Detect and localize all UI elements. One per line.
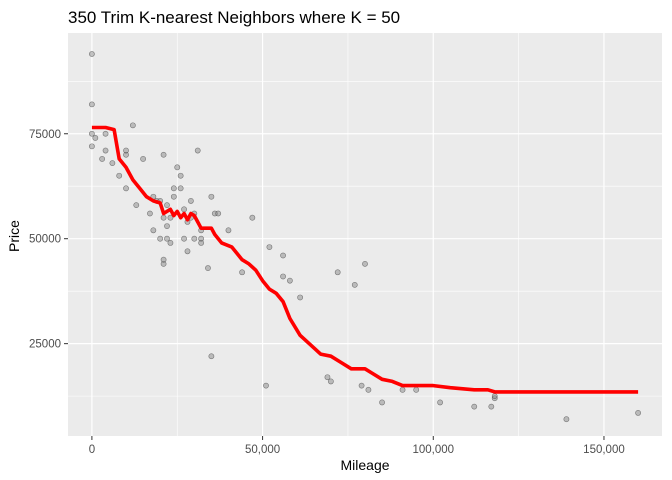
x-tick-label: 50,000 bbox=[245, 444, 280, 456]
data-point bbox=[280, 252, 286, 259]
data-point bbox=[157, 235, 164, 242]
data-point bbox=[140, 156, 147, 162]
data-point bbox=[133, 202, 140, 209]
data-point bbox=[208, 193, 215, 200]
data-point bbox=[198, 235, 205, 242]
data-point bbox=[286, 277, 293, 284]
data-point bbox=[194, 147, 201, 154]
data-point bbox=[160, 260, 167, 267]
data-point bbox=[123, 147, 129, 154]
data-point bbox=[184, 248, 191, 255]
data-point bbox=[181, 206, 187, 213]
data-point bbox=[123, 151, 129, 158]
data-point bbox=[170, 193, 177, 200]
y-tick-label: 50000 bbox=[29, 234, 61, 246]
data-point bbox=[263, 382, 269, 389]
data-point bbox=[297, 294, 304, 301]
data-point bbox=[215, 210, 222, 217]
data-point bbox=[437, 399, 444, 406]
data-point bbox=[205, 265, 211, 271]
x-axis-title: Mileage bbox=[340, 457, 389, 473]
data-point bbox=[379, 399, 385, 406]
data-point bbox=[198, 239, 205, 246]
data-point bbox=[177, 172, 184, 179]
data-point bbox=[327, 378, 334, 385]
data-point bbox=[160, 256, 167, 263]
data-point bbox=[488, 403, 495, 410]
plot-panel bbox=[68, 33, 662, 436]
data-point bbox=[167, 239, 174, 246]
data-point bbox=[181, 235, 187, 242]
data-point bbox=[413, 386, 420, 393]
grid-major bbox=[68, 33, 662, 436]
y-tick-label: 75000 bbox=[29, 129, 61, 141]
data-point bbox=[239, 269, 246, 276]
data-point bbox=[635, 410, 642, 416]
data-point bbox=[334, 269, 341, 276]
data-point bbox=[471, 403, 478, 410]
data-point bbox=[187, 198, 194, 204]
data-point bbox=[88, 101, 95, 108]
data-point bbox=[129, 122, 136, 129]
data-point bbox=[324, 374, 331, 381]
data-point bbox=[266, 244, 273, 250]
x-tick-label: 100,000 bbox=[412, 444, 454, 456]
x-tick-label: 150,000 bbox=[583, 444, 625, 456]
data-point bbox=[116, 172, 123, 179]
data-point bbox=[491, 395, 498, 402]
data-point bbox=[280, 273, 286, 280]
data-point bbox=[99, 156, 106, 162]
data-point bbox=[177, 185, 184, 192]
y-axis-title: Price bbox=[6, 220, 22, 252]
x-axis-ticks: 0 50,000 100,000 150,000 bbox=[89, 436, 625, 456]
data-point bbox=[225, 227, 232, 234]
y-axis-ticks: 25000 50000 75000 bbox=[29, 129, 68, 351]
data-point bbox=[365, 386, 372, 393]
chart-title: 350 Trim K-nearest Neighbors where K = 5… bbox=[68, 8, 400, 27]
knn-fit-line bbox=[91, 125, 639, 394]
data-point bbox=[491, 393, 498, 400]
data-point bbox=[208, 353, 215, 360]
data-point bbox=[351, 281, 358, 288]
data-point bbox=[164, 223, 170, 230]
data-point bbox=[164, 202, 170, 209]
data-point bbox=[249, 214, 256, 221]
data-point bbox=[160, 214, 167, 221]
data-point bbox=[88, 130, 95, 137]
data-point bbox=[109, 160, 116, 167]
data-point bbox=[160, 151, 167, 158]
data-point bbox=[362, 260, 368, 267]
y-tick-label: 25000 bbox=[29, 339, 61, 351]
data-point bbox=[92, 135, 99, 141]
data-point bbox=[563, 416, 570, 423]
data-point bbox=[88, 143, 95, 150]
data-point bbox=[102, 147, 109, 154]
data-point bbox=[164, 235, 170, 242]
data-point bbox=[191, 235, 198, 242]
data-point bbox=[102, 130, 109, 137]
data-point bbox=[88, 51, 95, 57]
data-point bbox=[147, 210, 153, 217]
data-point bbox=[399, 386, 406, 393]
data-point bbox=[174, 164, 181, 171]
data-point bbox=[123, 185, 129, 192]
data-point bbox=[170, 185, 177, 192]
data-point bbox=[167, 214, 174, 221]
data-point bbox=[358, 382, 365, 389]
x-tick-label: 0 bbox=[89, 444, 95, 456]
grid-minor bbox=[68, 33, 662, 436]
data-point bbox=[150, 227, 157, 234]
